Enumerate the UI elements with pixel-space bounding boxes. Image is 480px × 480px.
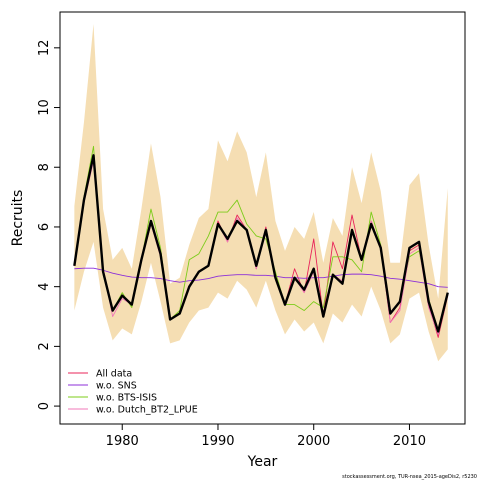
y-axis-label: Recruits [10, 190, 26, 247]
legend-label: w.o. SNS [96, 381, 137, 392]
y-tick-label: 10 [37, 99, 52, 116]
series-layer [73, 145, 449, 338]
y-tick-label: 4 [37, 283, 52, 291]
footer-note: stockassessment.org, TUR-nsea_2015-ageDi… [342, 474, 477, 480]
legend-label: w.o. BTS-ISIS [96, 393, 157, 404]
confidence-band [74, 23, 448, 362]
y-tick-label: 6 [37, 223, 52, 231]
x-tick-label: 2010 [393, 434, 426, 449]
confidence-band-layer [74, 23, 448, 362]
y-tick-label: 2 [37, 342, 52, 350]
plot-frame [59, 11, 466, 425]
x-axis: 1980 1990 2000 2010 [106, 424, 426, 449]
y-tick-label: 8 [37, 163, 52, 171]
y-tick-label: 0 [37, 402, 52, 410]
x-axis-label: Year [247, 454, 278, 470]
y-axis: 0 2 4 6 8 10 12 [37, 40, 60, 410]
series-line-estimate [73, 154, 449, 333]
x-tick-label: 2000 [297, 434, 330, 449]
y-tick-label: 12 [37, 40, 52, 57]
x-tick-label: 1990 [201, 434, 234, 449]
legend-label: All data [96, 369, 132, 380]
legend-label: w.o. Dutch_BT2_LPUE [96, 405, 198, 416]
x-tick-label: 1980 [106, 434, 139, 449]
